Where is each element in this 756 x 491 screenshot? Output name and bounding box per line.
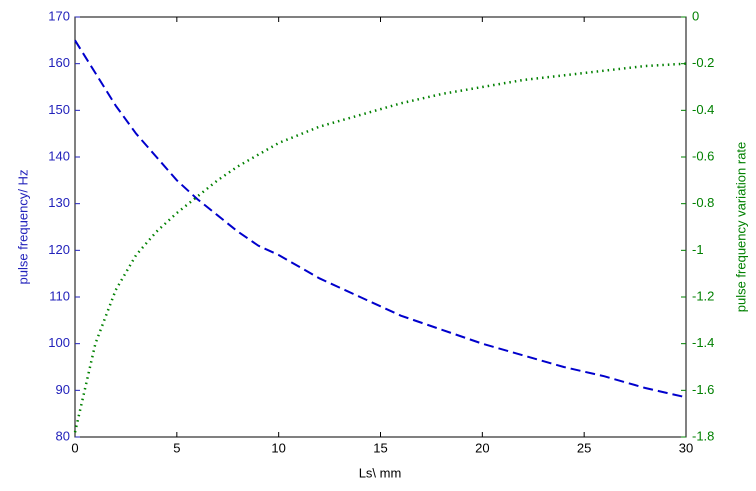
- y2-tick-label: -1.8: [692, 428, 714, 443]
- x-tick-label: 25: [577, 440, 591, 455]
- y-tick-label: 140: [48, 148, 70, 163]
- y-tick-label: 120: [48, 242, 70, 257]
- x-tick-label: 10: [271, 440, 285, 455]
- y2-tick-label: -1.2: [692, 288, 714, 303]
- x-axis-label: Ls\ mm: [359, 465, 402, 480]
- x-tick-label: 20: [475, 440, 489, 455]
- y-tick-label: 90: [56, 382, 70, 397]
- x-tick-label: 30: [679, 440, 693, 455]
- y-tick-label: 130: [48, 195, 70, 210]
- x-tick-label: 5: [173, 440, 180, 455]
- y2-tick-label: 0: [692, 8, 699, 23]
- y-axis-label: pulse frequency/ Hz: [15, 170, 30, 285]
- y2-tick-label: -0.4: [692, 102, 714, 117]
- y2-tick-label: -1.6: [692, 382, 714, 397]
- y-tick-label: 150: [48, 102, 70, 117]
- y2-tick-label: -0.6: [692, 148, 714, 163]
- x-tick-label: 0: [71, 440, 78, 455]
- y-tick-label: 160: [48, 55, 70, 70]
- y2-tick-label: -0.2: [692, 55, 714, 70]
- x-tick-label: 15: [373, 440, 387, 455]
- y-tick-label: 170: [48, 8, 70, 23]
- y-tick-label: 100: [48, 335, 70, 350]
- y2-tick-label: -1.4: [692, 335, 714, 350]
- y-tick-label: 80: [56, 428, 70, 443]
- data-line: [74, 39, 687, 399]
- plot-frame: [74, 16, 687, 438]
- y2-axis-label: pulse frequency variation rate: [733, 142, 748, 313]
- y2-tick-label: -1: [692, 242, 704, 257]
- y2-tick-label: -0.8: [692, 195, 714, 210]
- data-line: [73, 62, 687, 433]
- y-tick-label: 110: [49, 288, 70, 303]
